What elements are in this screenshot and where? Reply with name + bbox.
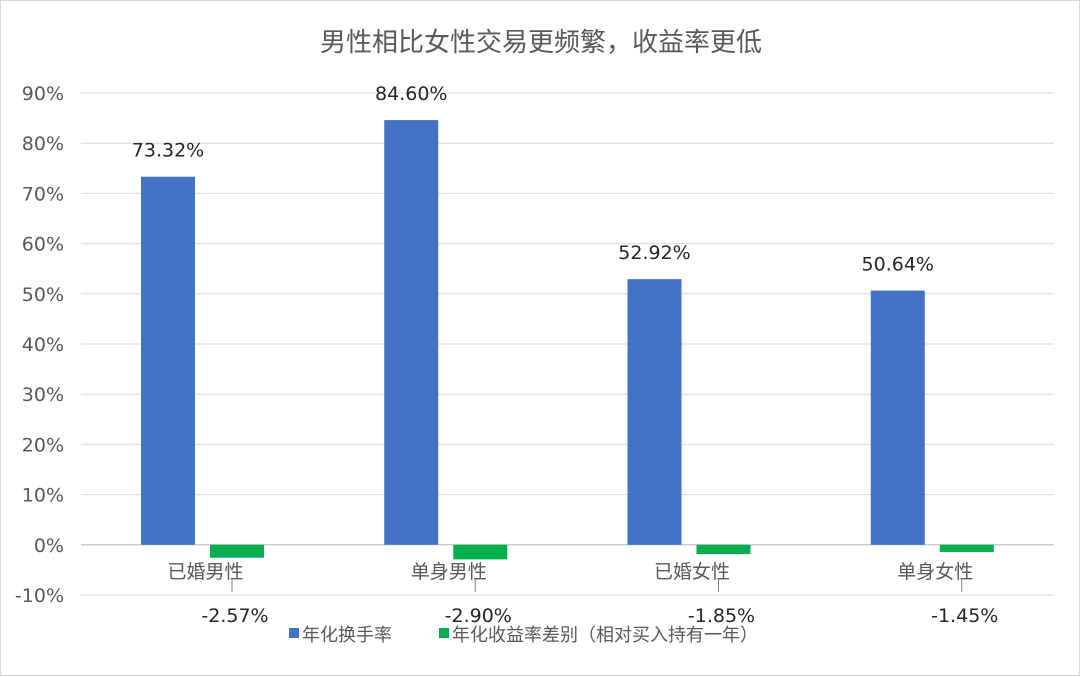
bar-return-diff [939, 544, 994, 553]
y-tick-label: 40% [22, 334, 64, 356]
y-tick-label: 80% [22, 133, 64, 155]
data-labels: 73.32% -2.57% 84.60% -2.90% 52.92% -1.85% 50.6… [132, 83, 999, 627]
y-tick-label: 0% [34, 535, 64, 557]
y-tick-label: 20% [22, 434, 64, 456]
y-tick-label: 30% [22, 384, 64, 406]
y-tick-label: 10% [22, 485, 64, 507]
legend-label: 年化收益率差别（相对买入持有一年） [452, 625, 758, 646]
bar-return-diff [210, 544, 264, 558]
data-label-return-diff: -2.90% [445, 605, 512, 627]
y-tick-label: -10% [15, 585, 64, 607]
bar-turnover [627, 279, 682, 545]
y-tick-label: 70% [22, 183, 64, 205]
y-axis-ticks: -10% 0% 10% 20% 30% 40% 50% 60% 70% 80% 90% [15, 83, 64, 607]
category-label: 单身女性 [897, 561, 973, 583]
legend-swatch [439, 628, 449, 638]
data-label-turnover: 52.92% [618, 242, 690, 264]
category-label: 单身男性 [411, 561, 487, 583]
bar-turnover [141, 176, 195, 545]
data-label-return-diff: -1.85% [688, 605, 755, 627]
data-label-turnover: 50.64% [862, 254, 934, 276]
bar-return-diff [696, 544, 751, 555]
bar-turnover [870, 290, 925, 545]
category-label: 已婚女性 [654, 561, 730, 583]
legend-swatch [289, 628, 299, 638]
y-tick-label: 50% [22, 284, 64, 306]
category-label: 已婚男性 [167, 561, 243, 583]
chart-title: 男性相比女性交易更频繁，收益率更低 [320, 28, 762, 58]
x-axis-categories: 已婚男性 单身男性 已婚女性 单身女性 [167, 561, 973, 583]
data-label-return-diff: -2.57% [201, 605, 268, 627]
legend-label: 年化换手率 [302, 625, 392, 646]
data-label-turnover: 73.32% [132, 140, 204, 162]
legend: 年化换手率 年化收益率差别（相对买入持有一年） [289, 625, 758, 646]
data-label-turnover: 84.60% [375, 83, 447, 105]
bar-return-diff [453, 544, 508, 560]
y-tick-label: 60% [22, 234, 64, 256]
y-tick-label: 90% [22, 83, 64, 105]
bar-turnover [384, 120, 439, 545]
bars [141, 120, 994, 560]
data-label-return-diff: -1.45% [931, 605, 998, 627]
